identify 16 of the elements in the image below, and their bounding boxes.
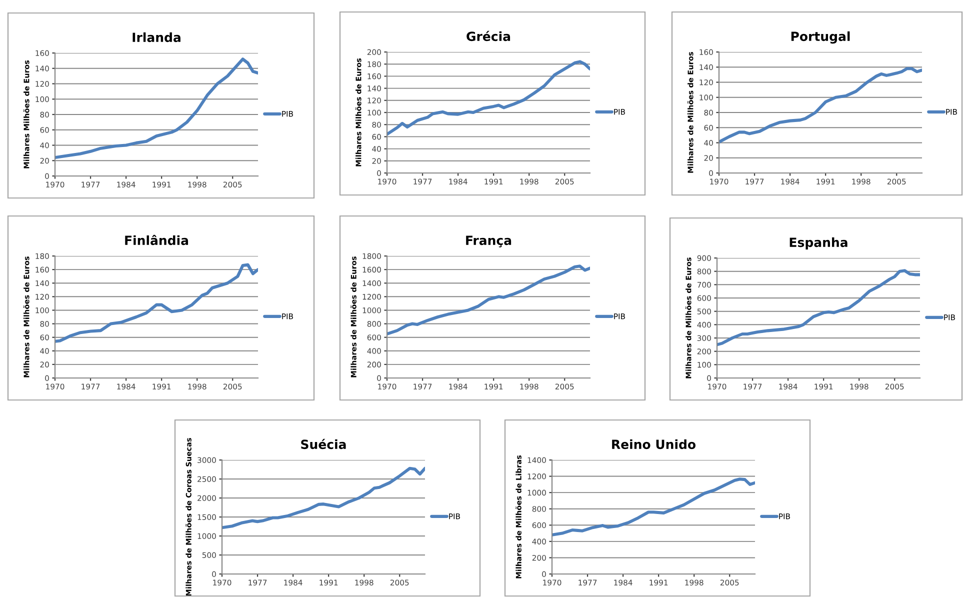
line-series [552, 478, 755, 536]
chart-title: França [466, 236, 512, 248]
line-series [387, 60, 590, 136]
line-series [387, 264, 590, 336]
chart-title: Espanha [790, 237, 848, 250]
chart-title: Suécia [301, 438, 346, 450]
line-series [55, 263, 258, 343]
chart-title: Finlândia [125, 234, 188, 246]
chart-title: Portugal [791, 31, 850, 44]
line-series [717, 269, 920, 346]
line-series [222, 466, 425, 530]
chart-title: Reino Unido [612, 439, 696, 450]
chart-title: Grécia [466, 30, 510, 42]
chart-title: Irlanda [132, 32, 180, 42]
line-series [719, 67, 922, 144]
line-series [55, 58, 258, 160]
